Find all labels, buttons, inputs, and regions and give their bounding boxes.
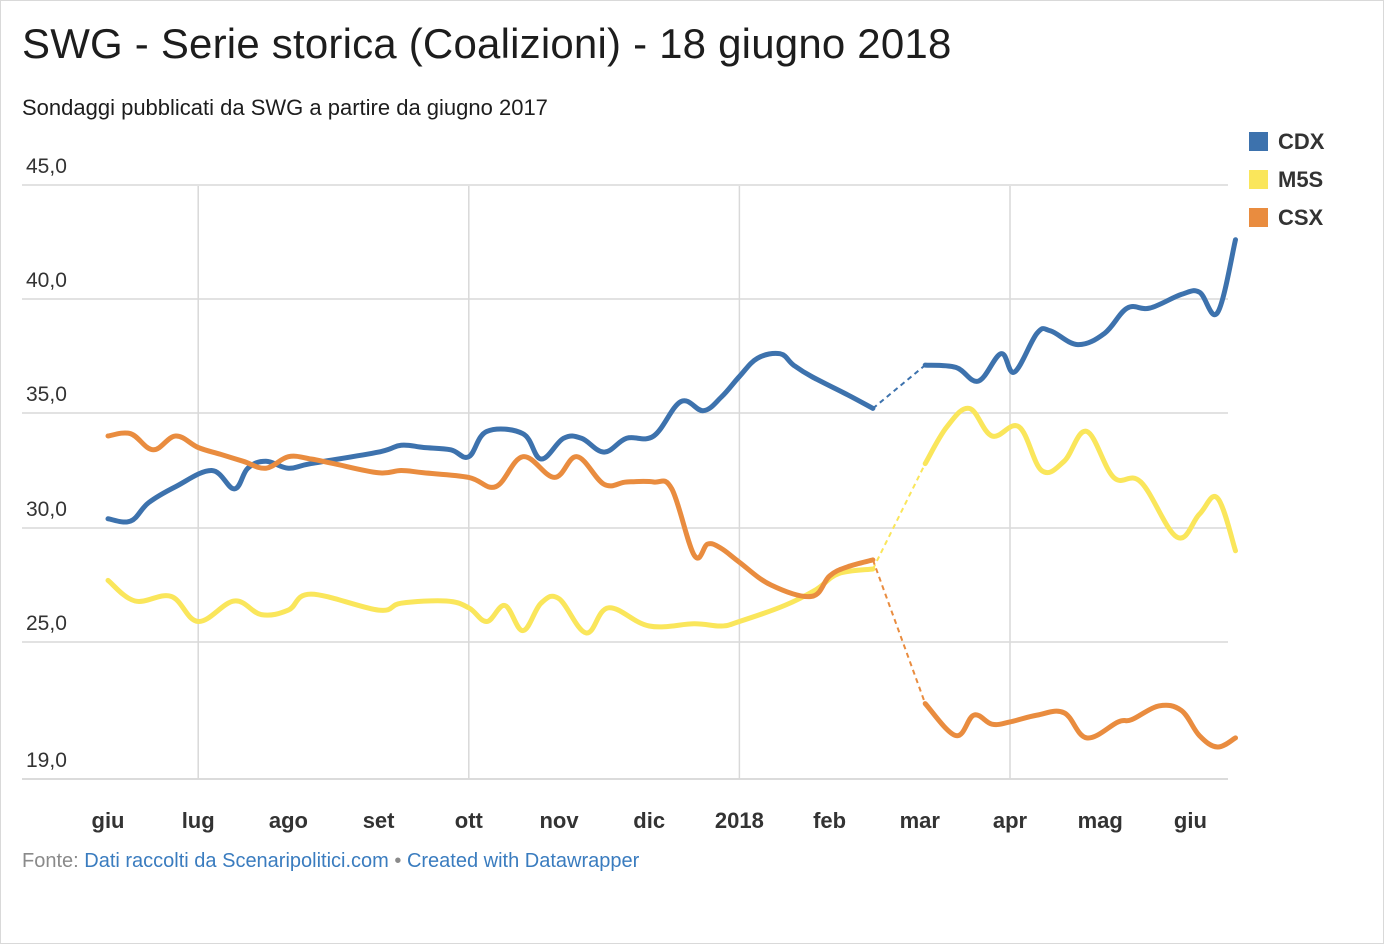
y-axis-ticks: 19,0 25,0 30,0 35,0 40,0 45,0 (26, 155, 67, 772)
y-tick-label: 35,0 (26, 383, 67, 406)
x-axis-ticks: giu lug ago set ott nov dic 2018 feb mar apr mag giu (92, 808, 1207, 833)
series-cdx-line (922, 237, 1238, 384)
source-link[interactable]: Dati raccolti da Scenaripolitici.com (84, 850, 389, 872)
legend-label: CDX (1278, 129, 1325, 154)
y-tick-label: 40,0 (26, 269, 67, 292)
series-m5s-line (105, 566, 876, 636)
x-tick-label: mar (900, 808, 941, 833)
x-tick-label: nov (539, 808, 579, 833)
datawrapper-credit-link[interactable]: Created with Datawrapper (406, 850, 640, 872)
legend-swatch (1249, 170, 1268, 189)
source-footer: Fonte: Dati raccolti da Scenaripolitici.… (22, 850, 639, 873)
x-tick-label: mag (1078, 808, 1123, 833)
x-tick-label: ago (269, 808, 308, 833)
footer-separator: • (388, 850, 407, 872)
x-tick-label: lug (182, 808, 215, 833)
x-tick-label: 2018 (715, 808, 764, 833)
y-tick-label: 30,0 (26, 498, 67, 521)
series-m5s-line (922, 405, 1238, 554)
x-tick-label: giu (1174, 808, 1207, 833)
y-tick-label: 45,0 (26, 155, 67, 178)
series-lines (105, 237, 1238, 750)
series-cdx-line (105, 350, 876, 525)
x-tick-label: set (363, 808, 395, 833)
series-csx-gap (871, 559, 927, 704)
y-tick-label: 19,0 (26, 749, 67, 772)
series-csx-line (105, 430, 876, 600)
legend-label: CSX (1278, 205, 1324, 230)
x-tick-label: giu (92, 808, 125, 833)
series-cdx-gap (872, 364, 926, 410)
chart-title: SWG - Serie storica (Coalizioni) - 18 gi… (22, 20, 952, 67)
chart-subtitle: Sondaggi pubblicati da SWG a partire da … (22, 95, 548, 120)
series-m5s-gap (872, 463, 927, 570)
x-tick-label: ott (455, 808, 484, 833)
x-tick-label: dic (633, 808, 665, 833)
legend-swatch (1249, 132, 1268, 151)
x-tick-label: feb (813, 808, 846, 833)
footer-prefix: Fonte: (22, 850, 85, 872)
x-tick-label: apr (993, 808, 1028, 833)
series-csx-line (922, 701, 1238, 750)
grid-layer (22, 184, 1228, 780)
y-tick-label: 25,0 (26, 612, 67, 635)
legend: CDX M5S CSX (1249, 129, 1325, 230)
legend-label: M5S (1278, 167, 1323, 192)
legend-swatch (1249, 208, 1268, 227)
